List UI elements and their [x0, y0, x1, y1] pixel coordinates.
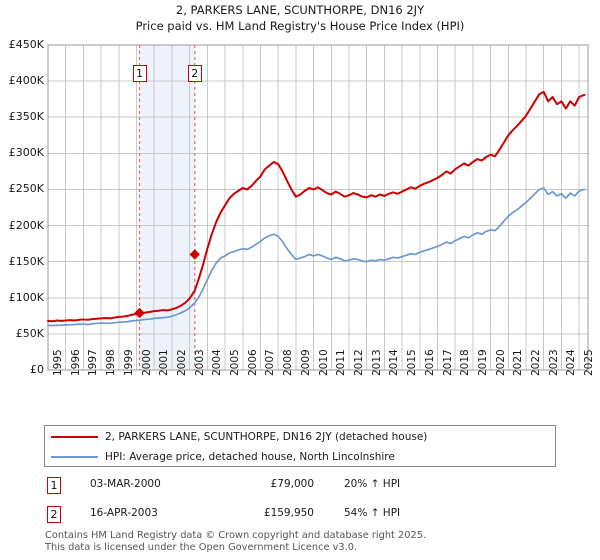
x-axis-tick-label: 2007 [264, 349, 277, 376]
x-axis-tick-label: 2006 [246, 349, 259, 376]
x-axis-labels: 1995 1996 1997 1998 1999 2000 2001 2002 2003 2004… [0, 349, 600, 414]
x-axis-tick-label: 2005 [229, 349, 242, 376]
transaction-badge: 1 [47, 477, 61, 494]
y-axis-tick-label: £300K [8, 146, 44, 160]
footer-line-1: Contains HM Land Registry data © Crown c… [45, 530, 427, 541]
y-axis-labels: £0 £50K £100K £150K £200K £250K £300K £350K £400… [0, 38, 44, 380]
x-axis-tick-label: 2021 [512, 349, 525, 376]
series-line-hpi [47, 187, 586, 327]
x-axis-tick-label: 1998 [105, 349, 118, 376]
x-axis-tick-label: 2022 [530, 349, 543, 376]
legend-swatch-property [51, 435, 98, 438]
chart-transaction-badge: 1 [132, 65, 147, 82]
transaction-date: 03-MAR-2000 [90, 478, 161, 490]
x-axis-tick-label: 2013 [370, 349, 383, 376]
title-block: 2, PARKERS LANE, SCUNTHORPE, DN16 2JY Pr… [0, 2, 600, 34]
transaction-point-marker [134, 307, 145, 319]
ownership-period-band [139, 45, 195, 370]
x-axis-tick-label: 2003 [193, 349, 206, 376]
x-axis-tick-label: 2016 [423, 349, 436, 376]
x-axis-tick-label: 2020 [494, 349, 507, 376]
y-axis-tick-label: £0 [30, 363, 44, 376]
legend-item-hpi: HPI: Average price, detached house, Nort… [45, 446, 395, 467]
y-axis-tick-label: £100K [8, 290, 44, 304]
x-axis-tick-label: 2002 [175, 349, 188, 376]
x-axis-tick-label: 1999 [122, 349, 135, 376]
y-axis-tick-label: £250K [8, 182, 44, 196]
x-axis-tick-label: 1996 [69, 349, 82, 376]
legend-label-property: 2, PARKERS LANE, SCUNTHORPE, DN16 2JY (d… [105, 430, 428, 443]
x-axis-tick-label: 2017 [441, 349, 454, 376]
x-axis-tick-label: 2019 [476, 349, 489, 376]
x-axis-tick-label: 2015 [406, 349, 419, 376]
y-axis-tick-label: £350K [8, 110, 44, 124]
x-axis-tick-label: 2025 [583, 349, 596, 376]
page-title: 2, PARKERS LANE, SCUNTHORPE, DN16 2JY [175, 3, 425, 17]
legend-item-property: 2, PARKERS LANE, SCUNTHORPE, DN16 2JY (d… [45, 426, 427, 447]
x-axis-tick-label: 2008 [282, 349, 295, 376]
page-subtitle: Price paid vs. HM Land Registry's House … [135, 19, 465, 33]
y-axis-tick-label: £400K [8, 74, 44, 88]
y-axis-tick-label: £50K [15, 326, 44, 340]
transaction-badge: 2 [47, 506, 61, 523]
series-line-property [47, 90, 586, 323]
chart-plot-area [0, 40, 600, 380]
chart-transaction-badge: 2 [187, 65, 202, 82]
transaction-point-marker [189, 249, 200, 260]
y-axis-tick-label: £200K [8, 218, 44, 232]
x-axis-tick-label: 2011 [335, 349, 348, 376]
plot-border [47, 44, 589, 371]
x-axis-tick-label: 2014 [388, 349, 401, 376]
x-axis-tick-label: 2012 [352, 349, 365, 376]
x-axis-tick-label: 2001 [158, 349, 171, 376]
x-axis-tick-label: 2000 [140, 349, 153, 376]
legend-label-hpi: HPI: Average price, detached house, Nort… [105, 450, 395, 463]
x-axis-tick-label: 2010 [317, 349, 330, 376]
y-axis-tick-label: £450K [8, 38, 44, 51]
price-history-line-chart [47, 44, 589, 371]
x-axis-tick-label: 2018 [459, 349, 472, 376]
x-axis-tick-label: 1997 [87, 349, 100, 376]
transaction-date: 16-APR-2003 [90, 507, 158, 519]
transaction-price: £159,950 [263, 507, 314, 519]
transaction-hpi-delta: 54% ↑ HPI [344, 507, 401, 519]
x-axis-tick-label: 2009 [299, 349, 312, 376]
legend-swatch-hpi [51, 455, 98, 458]
x-axis-tick-label: 2023 [547, 349, 560, 376]
transaction-row: 1 03-MAR-2000 £79,000 20% ↑ HPI [44, 476, 556, 496]
y-axis-tick-label: £150K [8, 254, 44, 268]
transaction-row: 2 16-APR-2003 £159,950 54% ↑ HPI [44, 505, 556, 525]
x-axis-tick-label: 2024 [565, 349, 578, 376]
footer-line-2: This data is licensed under the Open Gov… [45, 541, 358, 553]
x-axis-tick-label: 2004 [211, 349, 224, 376]
transaction-price: £79,000 [270, 478, 314, 490]
footer-attribution: Contains HM Land Registry data © Crown c… [45, 530, 585, 553]
x-axis-tick-label: 1995 [52, 349, 64, 376]
chart-legend: 2, PARKERS LANE, SCUNTHORPE, DN16 2JY (d… [44, 425, 556, 467]
transaction-hpi-delta: 20% ↑ HPI [344, 478, 401, 490]
